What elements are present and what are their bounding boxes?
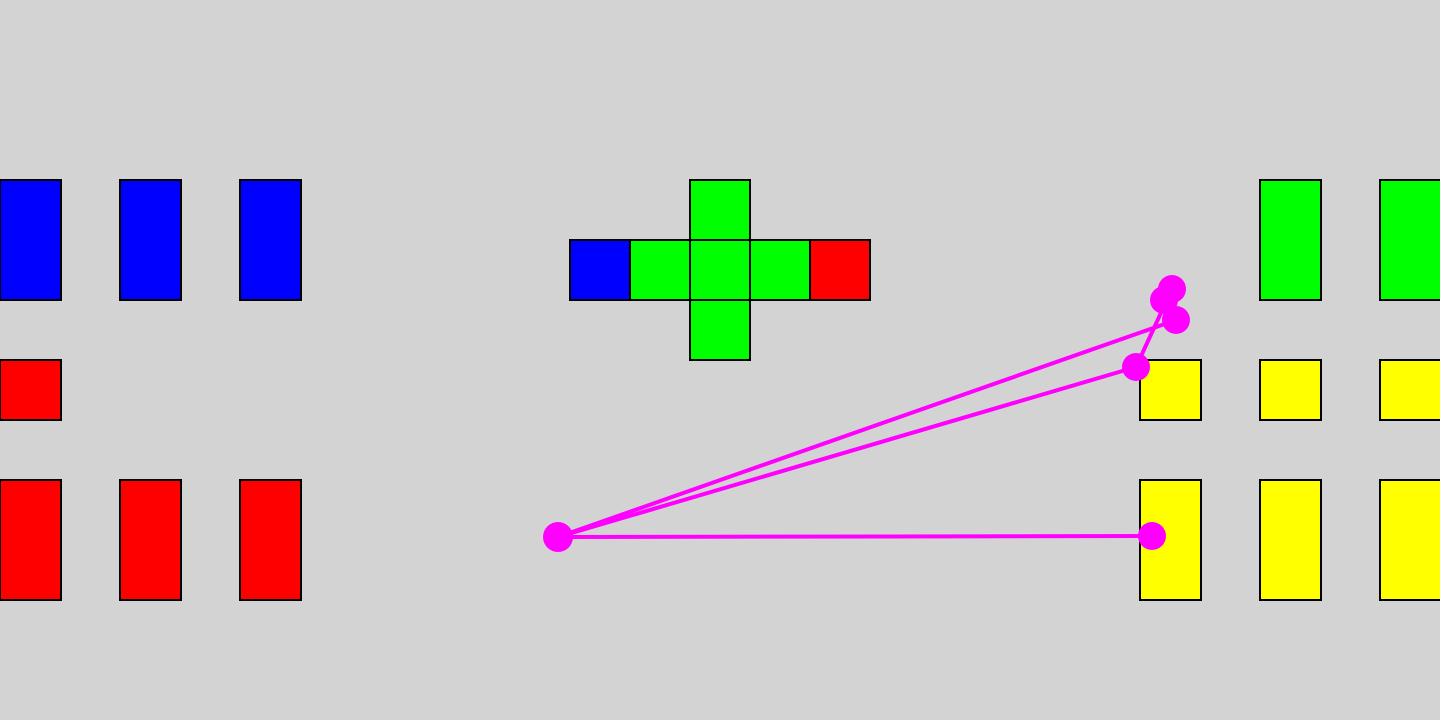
cross-left-green[interactable] [629,239,691,301]
tile-blue-left-1[interactable] [0,179,62,301]
trace-segment [557,318,1177,539]
trace-segment [557,534,1153,539]
tile-yellow-right-3[interactable] [1379,479,1440,601]
tile-yellow-right-small-3[interactable] [1379,359,1440,421]
tile-blue-left-2[interactable] [119,179,182,301]
tile-red-left-2[interactable] [119,479,182,601]
trace-point [1162,306,1190,334]
cross-top-green[interactable] [689,179,751,241]
trace-point [1138,522,1166,550]
cross-right-end-red[interactable] [809,239,871,301]
trace-point [543,522,573,552]
tile-blue-left-3[interactable] [239,179,302,301]
tile-green-right-1[interactable] [1259,179,1322,301]
cross-bottom-green[interactable] [689,299,751,361]
tile-yellow-right-2[interactable] [1259,479,1322,601]
tile-yellow-right-small-1[interactable] [1139,359,1202,421]
tile-red-left-3[interactable] [239,479,302,601]
cross-left-end-blue[interactable] [569,239,631,301]
trace-segment [557,365,1137,539]
tile-green-right-2[interactable] [1379,179,1440,301]
tile-red-left-1[interactable] [0,479,62,601]
tile-red-left-small[interactable] [0,359,62,421]
trace-point [1122,353,1150,381]
pointer-trace [543,275,1190,552]
tile-yellow-right-small-2[interactable] [1259,359,1322,421]
